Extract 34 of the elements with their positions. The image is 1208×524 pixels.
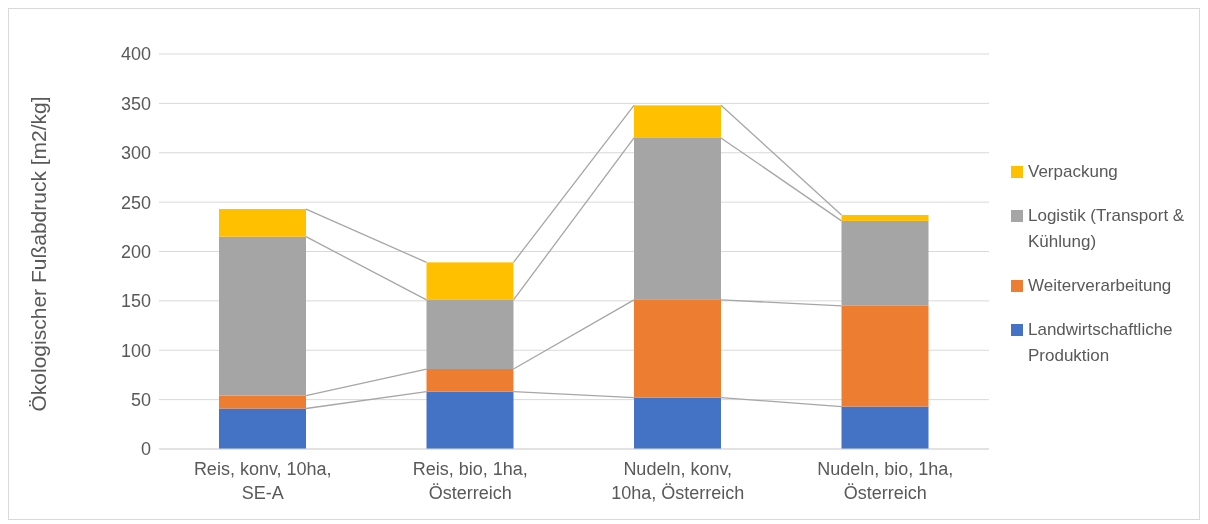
bar xyxy=(219,236,306,396)
bar xyxy=(634,299,721,398)
y-tick-label: 300 xyxy=(120,143,151,164)
y-tick-label: 100 xyxy=(120,340,151,361)
bar xyxy=(841,214,929,221)
x-tick-label: Reis, bio, 1ha, Österreich xyxy=(412,459,528,503)
y-axis-title: Ökologischer Fußabdruck [m2/kg] xyxy=(27,96,51,412)
legend-label: Logistik (Transport & Kühlung) xyxy=(1028,205,1186,253)
bar xyxy=(426,391,514,449)
legend-label: Weiterverarbeitung xyxy=(1028,275,1172,297)
x-tick-label: Reis, konv, 10ha, SE-A xyxy=(193,459,332,503)
bar xyxy=(841,305,929,407)
bar xyxy=(841,220,929,306)
y-tick-label: 200 xyxy=(120,241,151,262)
y-tick-label: 400 xyxy=(120,44,151,65)
x-tick-label: Nudeln, bio, 1ha, Österreich xyxy=(817,459,954,503)
legend-label: Landwirtschaftliche Produktion xyxy=(1028,319,1174,367)
bar xyxy=(219,209,306,237)
y-tick-label: 250 xyxy=(120,192,151,213)
bar xyxy=(426,369,514,392)
y-tick-label: 350 xyxy=(120,93,151,114)
bar xyxy=(219,395,306,409)
y-tick-label: 0 xyxy=(140,439,151,460)
legend-label: Verpackung xyxy=(1028,161,1118,183)
bar xyxy=(634,137,721,300)
x-tick-label: Nudeln, konv, 10ha, Österreich xyxy=(611,459,745,503)
bar xyxy=(426,262,514,300)
bar xyxy=(634,397,721,449)
bar xyxy=(841,406,929,449)
y-tick-label: 50 xyxy=(130,390,151,411)
bar xyxy=(219,408,306,449)
bar xyxy=(634,105,721,138)
y-tick-label: 150 xyxy=(120,291,151,312)
bar xyxy=(426,299,514,370)
